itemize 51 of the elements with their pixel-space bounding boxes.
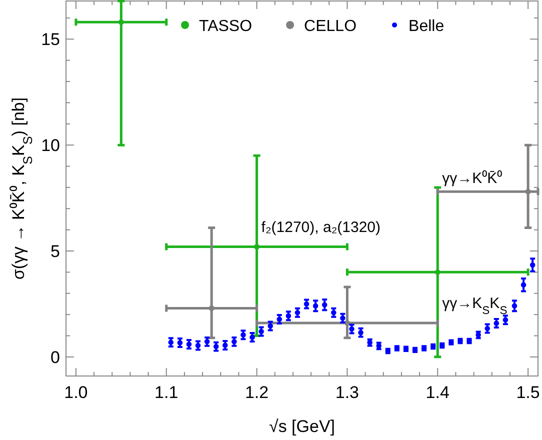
point [525, 188, 531, 194]
point [222, 342, 228, 348]
point [434, 269, 440, 275]
annotation: γγ→K⁰K̄⁰ [442, 170, 502, 188]
point [512, 303, 518, 309]
point [232, 339, 237, 344]
point [312, 303, 318, 309]
x-tick-label: 1.5 [516, 383, 540, 402]
point [250, 334, 255, 340]
y-tick-label: 5 [50, 242, 60, 261]
point [204, 339, 210, 344]
x-tick-label: 1.0 [64, 383, 88, 402]
point [502, 317, 508, 322]
y-tick-label: 0 [50, 348, 60, 367]
point [177, 340, 183, 346]
y-tick-label: 15 [41, 30, 60, 50]
point [349, 326, 354, 332]
point [258, 328, 264, 334]
point [530, 262, 536, 268]
point [331, 310, 336, 316]
point [276, 316, 282, 322]
point [494, 320, 500, 326]
point [195, 342, 201, 348]
point [344, 320, 350, 326]
point [240, 332, 246, 338]
point [268, 323, 273, 329]
point [340, 316, 346, 321]
x-axis-title: √s [GeV] [268, 417, 336, 436]
point [484, 326, 490, 332]
point [358, 330, 364, 336]
point [294, 310, 300, 316]
point [520, 282, 526, 288]
point [168, 340, 174, 345]
legend-label: Belle [408, 18, 444, 35]
x-tick-label: 1.1 [154, 383, 178, 402]
y-tick-label: 10 [41, 136, 60, 156]
point [118, 19, 124, 25]
point [304, 301, 310, 307]
point [254, 244, 260, 250]
point [213, 344, 219, 350]
legend-label: CELLO [304, 18, 357, 35]
annotation: γγ→K$_{S}$K$_{S}$ [442, 295, 508, 318]
annotation: f₂(1270), a₂(1320) [261, 218, 381, 236]
x-tick-label: 1.3 [335, 383, 360, 402]
point [186, 342, 192, 347]
x-tick-label: 1.2 [244, 383, 269, 402]
point [322, 302, 328, 308]
legend-label: TASSO [199, 18, 252, 35]
point [208, 305, 214, 312]
x-tick-label: 1.4 [426, 383, 450, 402]
point [286, 313, 292, 318]
